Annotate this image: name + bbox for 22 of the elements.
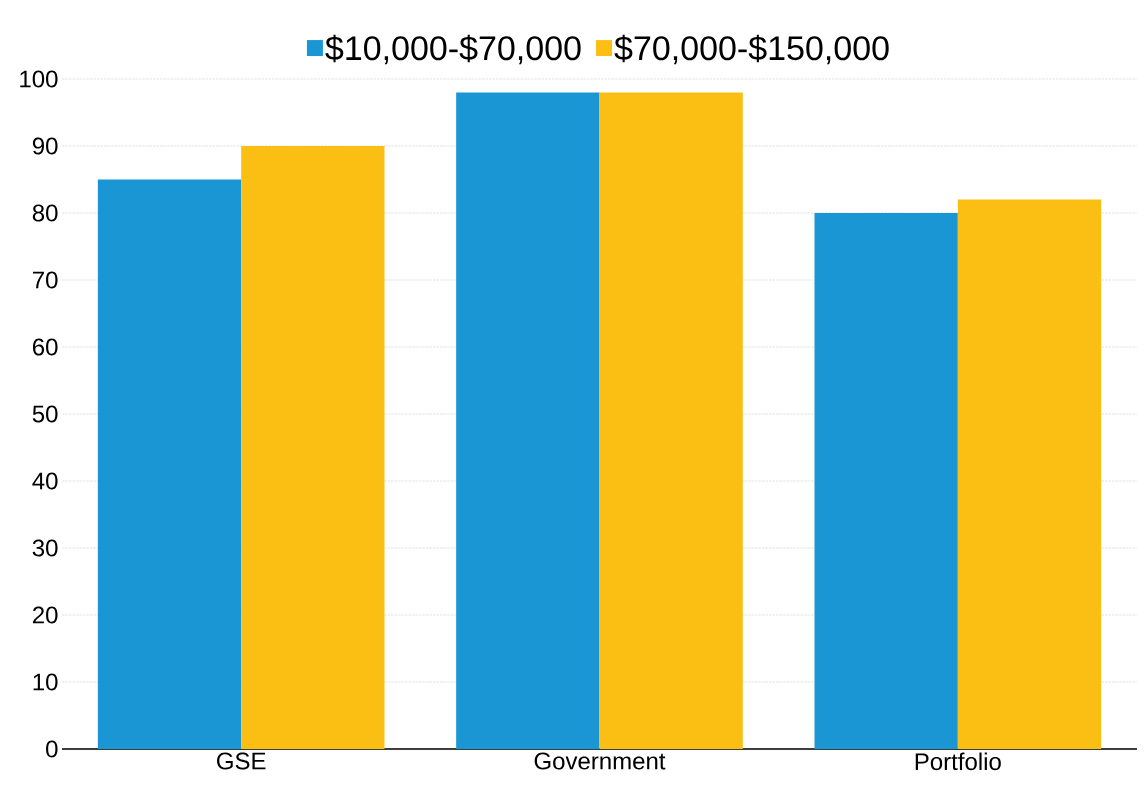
bar: [456, 92, 600, 749]
bar: [957, 199, 1102, 749]
y-tick-label: 70: [33, 271, 58, 289]
y-tick-label: 20: [32, 606, 58, 624]
y-tick-label: 40: [32, 472, 58, 490]
bar: [241, 145, 385, 749]
legend-label: $10,000-$70,000: [325, 34, 581, 65]
y-tick-label: 100: [20, 70, 58, 88]
y-tick-label: 50: [32, 405, 58, 423]
y-tick-label: 90: [32, 137, 58, 155]
bar: [599, 92, 743, 749]
y-tick-label: 30: [32, 539, 58, 557]
y-tick-label: 10: [33, 673, 58, 691]
x-tick-label: Government: [534, 752, 666, 770]
y-tick-label: 80: [32, 204, 58, 222]
bar: [814, 212, 958, 749]
y-tick-label: 0: [46, 740, 58, 758]
bar: [97, 179, 242, 749]
y-tick-label: 60: [33, 338, 58, 356]
x-tick-label: Portfolio: [915, 752, 1001, 771]
x-tick-label: GSE: [217, 752, 266, 770]
legend-label: $70,000-$150,000: [614, 34, 889, 65]
